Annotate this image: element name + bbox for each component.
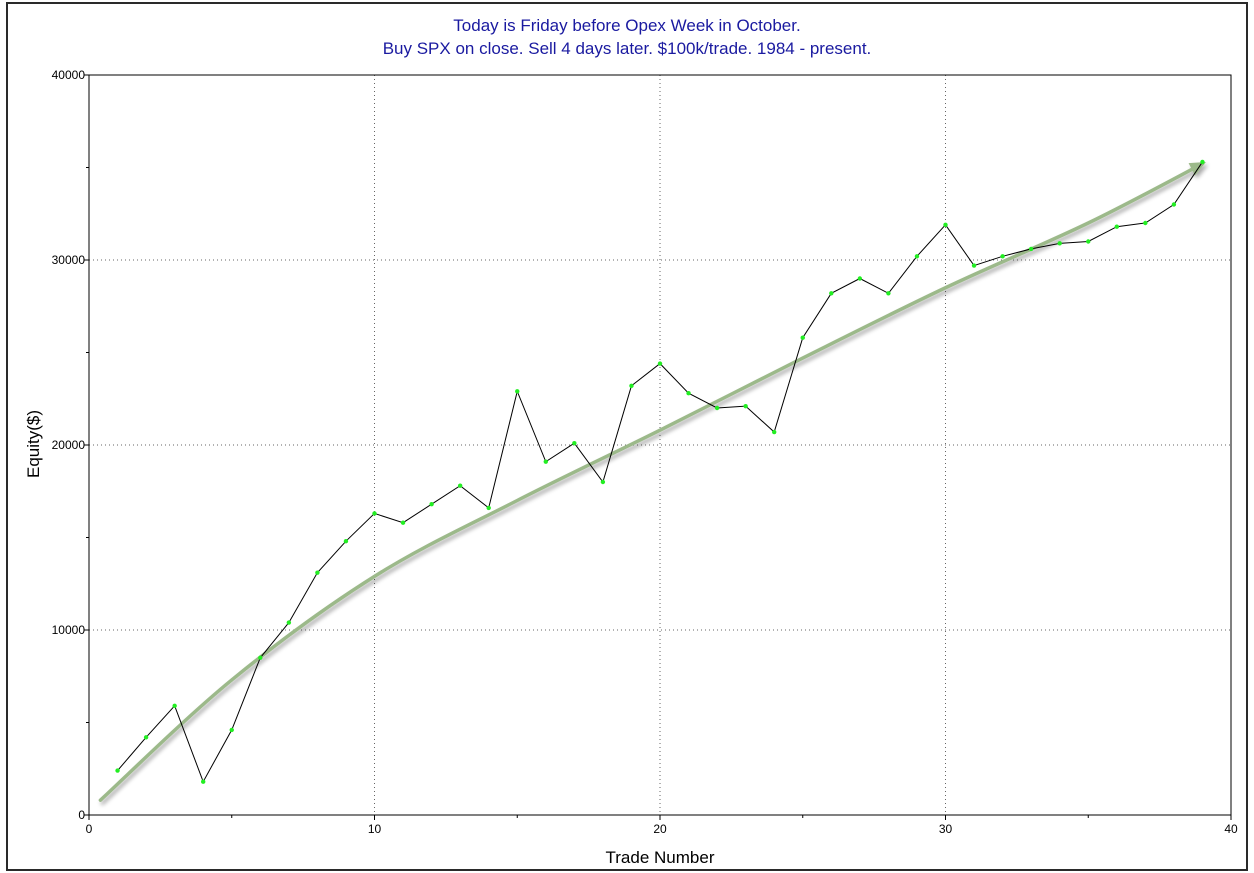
y-tick-label: 30000 [52, 253, 86, 267]
equity-point [657, 361, 663, 366]
equity-point [1143, 220, 1148, 226]
equity-point [429, 502, 434, 507]
x-axis-label: Trade Number [605, 848, 715, 867]
equity-point [600, 479, 606, 485]
x-tick-label: 20 [653, 822, 667, 836]
equity-series [115, 159, 1205, 784]
equity-point [1057, 241, 1062, 246]
chart-title-line-1: Today is Friday before Opex Week in Octo… [453, 16, 801, 35]
equity-point [971, 263, 977, 268]
equity-point [629, 383, 634, 388]
equity-point [800, 335, 805, 340]
x-tick-label: 0 [86, 822, 93, 836]
y-tick-label: 10000 [52, 623, 86, 637]
equity-point [286, 620, 292, 625]
grid [89, 75, 1231, 815]
equity-point [1000, 254, 1005, 259]
equity-point [1200, 159, 1205, 165]
y-tick-label: 0 [78, 808, 85, 822]
x-tick-label: 30 [939, 822, 953, 836]
equity-point [1171, 202, 1177, 207]
equity-point [115, 768, 120, 773]
equity-point [201, 779, 206, 784]
equity-point [943, 222, 948, 228]
chart-title-line-2: Buy SPX on close. Sell 4 days later. $10… [382, 39, 872, 58]
trend-arrow-group [98, 161, 1207, 802]
y-tick-label: 20000 [52, 438, 86, 452]
equity-point [258, 655, 263, 660]
equity-point [372, 511, 377, 516]
equity-point [572, 440, 577, 446]
equity-point [686, 391, 691, 396]
equity-point [229, 727, 234, 733]
trend-arrow [98, 161, 1207, 802]
equity-point [1028, 246, 1034, 252]
equity-point [543, 459, 548, 464]
y-tick-label: 40000 [52, 68, 86, 82]
equity-point [743, 403, 748, 409]
x-tick-label: 40 [1224, 822, 1238, 836]
equity-point [714, 405, 720, 411]
equity-point [886, 291, 891, 296]
equity-point [343, 539, 349, 544]
equity-point [486, 505, 491, 511]
trend-line [98, 162, 1205, 802]
equity-point [914, 254, 920, 259]
equity-point [172, 703, 177, 709]
equity-point [829, 291, 834, 296]
equity-point [1086, 239, 1091, 244]
chart-frame [6, 2, 1248, 871]
equity-point [457, 483, 463, 488]
equity-point [515, 389, 520, 394]
equity-point [400, 520, 406, 525]
axes: 0 10 20 30 40 0 10000 20000 30000 40000 [52, 68, 1238, 836]
equity-point [315, 570, 320, 575]
equity-point [772, 429, 777, 435]
equity-point [1114, 224, 1120, 229]
equity-point [143, 735, 149, 740]
x-tick-label: 10 [368, 822, 382, 836]
equity-point [857, 276, 863, 281]
